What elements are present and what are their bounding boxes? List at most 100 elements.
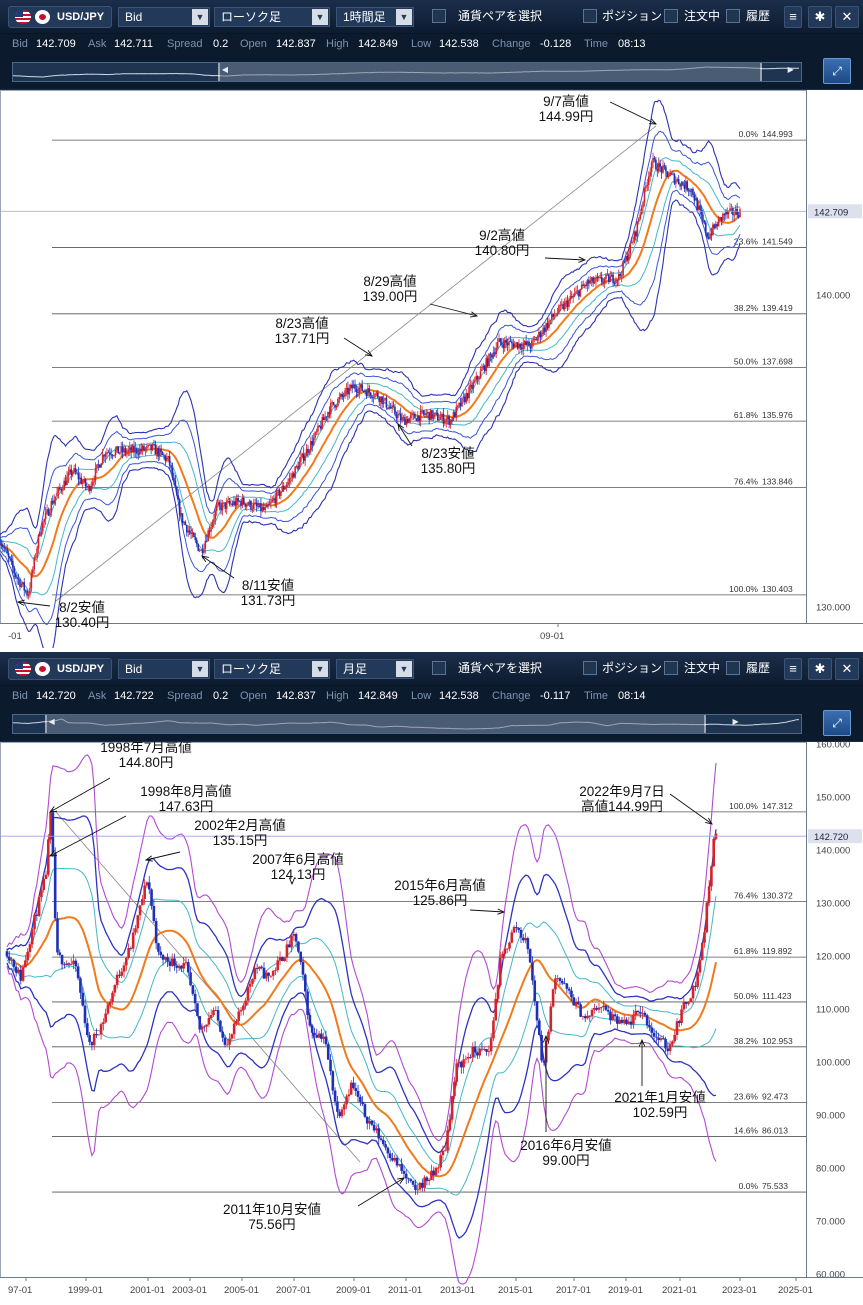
navigator-window[interactable] <box>217 63 762 81</box>
candle-body <box>409 415 412 419</box>
candle-body <box>203 1026 206 1028</box>
navigator-window[interactable] <box>44 715 707 733</box>
candle-body <box>53 499 55 504</box>
candle-body <box>579 288 582 297</box>
candle-body <box>435 412 438 414</box>
orders-checkbox[interactable] <box>664 661 678 675</box>
price-type-select[interactable]: Bid ▼ <box>118 659 210 679</box>
bid-value: 142.720 <box>36 690 76 702</box>
candle-body <box>563 302 566 310</box>
history-label[interactable]: 履歴 <box>746 9 771 23</box>
candle-body <box>709 233 711 239</box>
chart-type-select[interactable]: ローソク足 ▼ <box>214 7 330 27</box>
candle-body <box>699 205 701 210</box>
candle-body <box>111 992 114 1002</box>
candle-body <box>59 487 61 489</box>
gear-icon[interactable]: ✱ <box>808 658 832 680</box>
candle-body <box>488 353 490 367</box>
pair-select-label[interactable]: 通貨ペアを選択 <box>458 661 543 675</box>
spread-value: 0.2 <box>213 690 229 702</box>
history-checkbox[interactable] <box>726 661 740 675</box>
annotation-label: 2021年1月安値 <box>614 1090 706 1105</box>
positions-checkbox[interactable] <box>583 9 597 23</box>
candle-body <box>12 560 14 568</box>
candle-body <box>710 866 713 887</box>
candle-body <box>502 344 505 349</box>
scroll-right-icon[interactable]: ▶ <box>732 717 739 726</box>
chart-type-select[interactable]: ローソク足 ▼ <box>214 659 330 679</box>
close-icon[interactable]: ✕ <box>835 658 859 680</box>
candle-body <box>369 392 372 397</box>
navigator-scrollbar[interactable]: ◀ ▶ <box>12 714 802 734</box>
candle-body <box>562 304 564 310</box>
pair-select-checkbox[interactable] <box>432 9 446 23</box>
candle-body <box>193 993 197 1004</box>
scroll-right-icon[interactable]: ▶ <box>787 65 794 74</box>
candle-body <box>305 448 308 456</box>
candle-body <box>385 397 388 408</box>
price-type-value: Bid <box>125 662 143 676</box>
candle-body <box>615 279 617 284</box>
positions-label[interactable]: ポジション <box>602 9 663 23</box>
y-tick-label: 80.000 <box>816 1163 845 1174</box>
menu-icon[interactable]: ≡ <box>784 6 802 28</box>
spread-label: Spread <box>167 690 203 702</box>
orders-label[interactable]: 注文中 <box>684 9 721 23</box>
close-icon[interactable]: ✕ <box>835 6 859 28</box>
candle-body <box>588 279 590 284</box>
candle-body <box>432 414 435 419</box>
y-tick-label: 100.000 <box>816 1057 850 1068</box>
positions-label[interactable]: ポジション <box>602 661 663 675</box>
timeframe-select[interactable]: 月足 ▼ <box>336 659 414 679</box>
candle-body <box>377 1128 381 1139</box>
candle-body <box>187 530 190 533</box>
candle-body <box>526 341 529 346</box>
candle-body <box>264 507 267 510</box>
candle-body <box>546 323 549 328</box>
candle-body <box>261 507 264 512</box>
candle-body <box>682 1001 686 1010</box>
gear-icon[interactable]: ✱ <box>808 6 832 28</box>
navigator-scrollbar[interactable]: ◀ ▶ <box>12 62 802 82</box>
orders-checkbox[interactable] <box>664 9 678 23</box>
candle-body <box>314 432 316 438</box>
expand-icon[interactable]: ⤢ <box>823 58 851 84</box>
pair-select-label[interactable]: 通貨ペアを選択 <box>458 9 543 23</box>
candle-body <box>21 967 25 981</box>
candle-body <box>566 300 569 307</box>
menu-icon[interactable]: ≡ <box>784 658 802 680</box>
candle-body <box>265 504 268 508</box>
candle-body <box>720 217 723 221</box>
candle-body <box>441 1150 445 1156</box>
pair-select-checkbox[interactable] <box>432 661 446 675</box>
candle-body <box>423 1177 426 1188</box>
candle-body <box>93 480 95 483</box>
scroll-left-icon[interactable]: ◀ <box>48 717 55 726</box>
candle-body <box>381 396 383 405</box>
history-label[interactable]: 履歴 <box>746 661 771 675</box>
scroll-left-icon[interactable]: ◀ <box>221 65 229 74</box>
timeframe-select[interactable]: 1時間足 ▼ <box>336 7 414 27</box>
history-checkbox[interactable] <box>726 9 740 23</box>
candle-body <box>41 522 44 532</box>
symbol-button[interactable]: USD/JPY <box>8 6 112 28</box>
candle-body <box>577 1001 580 1005</box>
positions-checkbox[interactable] <box>583 661 597 675</box>
expand-icon[interactable]: ⤢ <box>823 710 851 736</box>
candle-body <box>271 970 275 976</box>
candle-body <box>540 1034 543 1061</box>
annotation-arrowhead <box>638 1038 646 1047</box>
candle-body <box>636 221 639 237</box>
candle-body <box>506 342 509 346</box>
candle-body <box>626 255 629 261</box>
candle-body <box>575 291 577 294</box>
symbol-button[interactable]: USD/JPY <box>8 658 112 680</box>
candle-body <box>612 274 614 284</box>
orders-label[interactable]: 注文中 <box>684 661 721 675</box>
candle-body <box>333 1090 337 1102</box>
candle-body <box>499 957 502 986</box>
candle-body <box>140 448 142 451</box>
candle-body <box>147 445 150 446</box>
price-type-select[interactable]: Bid ▼ <box>118 7 210 27</box>
annotation-arrowhead <box>397 1177 405 1184</box>
